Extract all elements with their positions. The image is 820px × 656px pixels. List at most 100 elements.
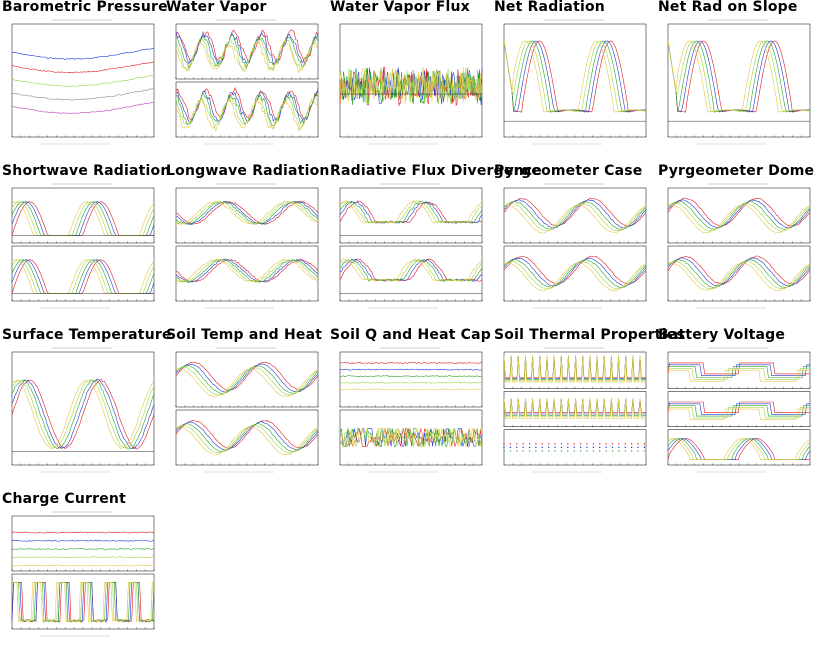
series-point bbox=[573, 450, 575, 452]
series-point bbox=[599, 450, 601, 452]
series-line bbox=[11, 548, 155, 550]
subplot-frame bbox=[503, 429, 647, 466]
series-line bbox=[339, 258, 483, 282]
series-point bbox=[573, 443, 575, 445]
series-line bbox=[339, 200, 483, 224]
series-line bbox=[667, 40, 811, 113]
series-line bbox=[175, 201, 319, 225]
plot-panel: Radiative Flux Divergence bbox=[328, 163, 542, 328]
series-line bbox=[11, 556, 155, 559]
panel-title: Radiative Flux Divergence bbox=[330, 163, 542, 179]
panel-title: Longwave Radiation bbox=[166, 163, 330, 179]
subplot-frame bbox=[11, 23, 155, 138]
panel-chart bbox=[11, 183, 155, 309]
plot-panel: Water Vapor bbox=[164, 0, 328, 164]
panel-title: Barometric Pressure bbox=[2, 0, 168, 15]
series-point bbox=[605, 446, 607, 449]
series-line bbox=[175, 31, 319, 65]
series-point bbox=[605, 443, 607, 445]
series-point bbox=[586, 446, 588, 449]
subplot-frame bbox=[175, 187, 319, 244]
subplot-frame bbox=[175, 351, 319, 408]
panel-title: Pyrgeometer Dome bbox=[658, 163, 815, 179]
subplot-frame bbox=[667, 187, 811, 244]
series-line bbox=[667, 204, 811, 234]
series-line bbox=[176, 368, 319, 398]
series-line bbox=[339, 427, 483, 448]
series-line bbox=[503, 40, 647, 113]
series-point bbox=[554, 450, 556, 452]
subplot-frame bbox=[175, 81, 319, 138]
series-line bbox=[11, 378, 155, 450]
series-line bbox=[175, 420, 319, 449]
series-point bbox=[573, 446, 575, 449]
series-point bbox=[554, 443, 556, 445]
plot-panel: Charge Current bbox=[0, 491, 164, 656]
series-line bbox=[503, 40, 647, 113]
series-line bbox=[503, 204, 647, 234]
plot-panel: Pyrgeometer Dome bbox=[656, 163, 820, 328]
series-point bbox=[547, 450, 550, 452]
series-point bbox=[522, 443, 524, 445]
series-line bbox=[340, 427, 483, 448]
series-point bbox=[579, 443, 582, 445]
series-line bbox=[175, 200, 319, 225]
series-line bbox=[11, 582, 155, 624]
series-point bbox=[579, 450, 582, 452]
subplot-frame bbox=[11, 515, 155, 572]
panel-chart bbox=[667, 347, 811, 473]
series-line bbox=[340, 388, 483, 391]
series-point bbox=[592, 450, 595, 452]
series-point bbox=[643, 450, 646, 452]
series-line bbox=[668, 407, 810, 419]
series-line bbox=[11, 88, 155, 101]
series-point bbox=[522, 450, 524, 452]
series-line bbox=[175, 366, 319, 396]
series-point bbox=[554, 446, 556, 449]
series-line bbox=[339, 66, 483, 106]
series-line bbox=[11, 582, 155, 623]
panel-title: Battery Voltage bbox=[658, 327, 786, 343]
series-line bbox=[667, 199, 811, 229]
series-line bbox=[668, 408, 810, 420]
series-line bbox=[339, 375, 483, 378]
panel-chart bbox=[503, 19, 647, 145]
series-line bbox=[668, 403, 810, 415]
series-point bbox=[503, 450, 505, 452]
series-line bbox=[667, 257, 811, 287]
series-point bbox=[560, 450, 563, 452]
series-line bbox=[668, 366, 810, 378]
series-line bbox=[668, 364, 810, 376]
series-point bbox=[547, 443, 550, 445]
panel-chart bbox=[667, 183, 811, 309]
series-point bbox=[611, 450, 614, 452]
panel-chart bbox=[667, 19, 811, 145]
panel-chart bbox=[339, 183, 483, 309]
series-line bbox=[668, 368, 810, 380]
series-point bbox=[630, 443, 633, 445]
series-line bbox=[503, 199, 647, 229]
plot-panel: Surface Temperature bbox=[0, 327, 171, 492]
panel-chart bbox=[11, 511, 155, 637]
series-line bbox=[11, 564, 155, 567]
series-point bbox=[643, 443, 646, 445]
series-point bbox=[509, 446, 512, 449]
series-line bbox=[504, 260, 647, 290]
series-point bbox=[611, 443, 614, 445]
series-point bbox=[535, 446, 537, 449]
panel-title: Water Vapor Flux bbox=[330, 0, 470, 15]
series-point bbox=[605, 450, 607, 452]
series-line bbox=[11, 379, 155, 449]
series-point bbox=[567, 446, 569, 449]
series-line bbox=[175, 200, 319, 225]
panel-chart bbox=[11, 19, 155, 145]
series-point bbox=[599, 443, 601, 445]
series-point bbox=[630, 450, 633, 452]
series-line bbox=[667, 262, 811, 291]
series-line bbox=[667, 40, 811, 113]
series-line bbox=[667, 197, 811, 227]
series-line bbox=[339, 368, 482, 371]
panel-chart bbox=[503, 347, 647, 473]
subplot-frame bbox=[503, 245, 647, 302]
series-point bbox=[516, 443, 518, 445]
